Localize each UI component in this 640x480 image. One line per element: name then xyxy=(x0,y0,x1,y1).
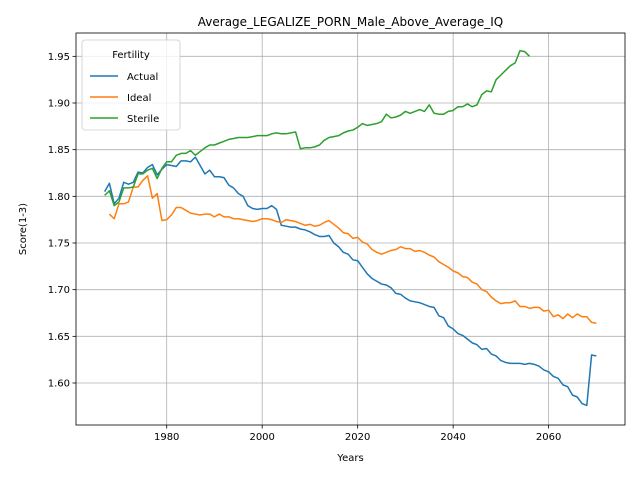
y-tick-label: 1.75 xyxy=(48,239,70,250)
y-tick-label: 1.80 xyxy=(48,192,70,203)
chart-title: Average_LEGALIZE_PORN_Male_Above_Average… xyxy=(198,15,503,29)
x-axis-label: Years xyxy=(336,453,363,464)
y-axis-label: Score(1-3) xyxy=(18,203,29,255)
x-tick-label: 2060 xyxy=(536,432,561,443)
x-tick-label: 2020 xyxy=(345,432,370,443)
legend: Fertility Actual Ideal Sterile xyxy=(81,39,181,131)
legend-label-actual: Actual xyxy=(127,72,158,83)
y-tick-label: 1.85 xyxy=(48,145,70,156)
legend-box xyxy=(81,39,181,131)
axes: 1980 2000 2020 2040 2060 1.60 1.65 1.70 1.75 1.80… xyxy=(48,32,626,443)
series-lines xyxy=(103,49,597,407)
legend-label-sterile: Sterile xyxy=(127,114,159,125)
legend-title: Fertility xyxy=(112,50,150,61)
series-line-ideal xyxy=(108,175,597,325)
legend-label-ideal: Ideal xyxy=(127,93,151,104)
series-line-sterile xyxy=(104,49,531,207)
grid xyxy=(76,33,625,425)
plot-frame xyxy=(75,32,626,426)
x-tick-label: 1980 xyxy=(154,432,179,443)
y-tick-label: 1.60 xyxy=(48,379,70,390)
x-tick-label: 2000 xyxy=(249,432,274,443)
y-tick-label: 1.90 xyxy=(48,99,70,110)
x-tick-label: 2040 xyxy=(440,432,465,443)
y-tick-label: 1.95 xyxy=(48,52,70,63)
y-tick-label: 1.65 xyxy=(48,332,70,343)
y-tick-label: 1.70 xyxy=(48,285,70,296)
series-line-actual xyxy=(103,156,597,407)
